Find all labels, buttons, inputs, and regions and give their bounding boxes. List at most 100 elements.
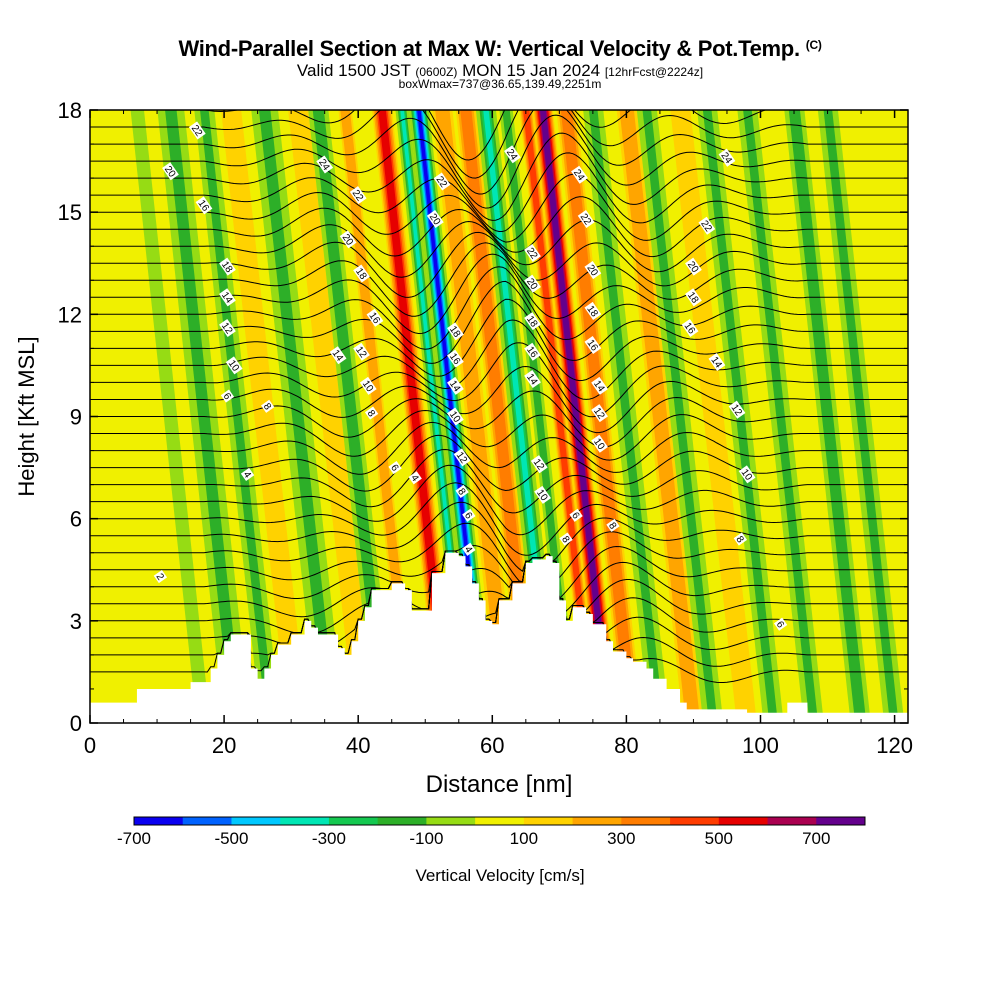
theta-contour-line: [90, 550, 908, 634]
colorbar-swatch: [523, 817, 574, 825]
contour-label: 16: [524, 342, 541, 361]
contour-label: 10: [225, 356, 243, 375]
colorbar-swatch: [767, 817, 817, 825]
contour-label-bg: [559, 532, 573, 546]
contour-label: 14: [524, 370, 541, 389]
contour-label-bg: [591, 376, 608, 395]
theta-contour-line: [90, 522, 908, 583]
colorbar-swatch: [231, 817, 281, 825]
contour-label-bg: [366, 308, 384, 327]
velocity-band: [588, 110, 664, 723]
velocity-band: [438, 110, 514, 723]
contour-label: 22: [524, 244, 541, 263]
contour-label-bg: [685, 257, 702, 276]
y-tick-label: 6: [70, 507, 82, 532]
contour-label: 20: [685, 257, 702, 276]
contour-label-bg: [353, 264, 370, 283]
contour-label: 8: [559, 532, 573, 546]
x-axis-label: Distance [nm]: [426, 771, 573, 798]
contour-label-text: 8: [261, 401, 273, 412]
contour-label: 6: [388, 461, 402, 475]
contour-label: 18: [219, 257, 236, 276]
contour-label: 16: [366, 308, 384, 327]
x-tick-label: 40: [346, 733, 370, 758]
colorbar-tick-label: -500: [214, 829, 248, 848]
velocity-band: [314, 110, 389, 723]
contour-label-bg: [364, 406, 379, 420]
contour-label-bg: [681, 318, 699, 337]
contour-label-text: 8: [606, 521, 618, 532]
contour-label-bg: [316, 155, 334, 174]
contour-label: 14: [219, 288, 236, 307]
contour-label-bg: [225, 356, 243, 375]
contour-label: 22: [189, 121, 206, 140]
contour-label-bg: [447, 407, 464, 426]
theta-contour-line: [90, 464, 908, 536]
contour-label-bg: [584, 301, 602, 320]
contour-label: 24: [571, 165, 588, 184]
contour-label-bg: [447, 322, 464, 341]
colorbar-frame: [133, 816, 866, 826]
contour-label-bg: [329, 346, 347, 365]
y-tick-label: 0: [70, 711, 82, 736]
contour-label-text: 4: [408, 473, 420, 484]
contour-label-bg: [455, 484, 469, 498]
x-tick-label: 100: [742, 733, 779, 758]
theta-contour-line: [90, 196, 908, 258]
theta-contour-line: [90, 421, 908, 475]
valid-date: MON 15 Jan 2024: [462, 61, 601, 80]
contour-label: 18: [584, 301, 602, 320]
colorbar-tick-label: 300: [607, 829, 635, 848]
contour-label-bg: [534, 485, 551, 504]
colorbar-tick-label: 700: [802, 829, 830, 848]
contour-label-bg: [220, 389, 235, 403]
contour-label-text: 4: [241, 470, 253, 481]
contour-label-bg: [698, 216, 716, 235]
contour-label: 10: [591, 434, 608, 453]
theta-contour-line: [90, 319, 908, 400]
contour-label-bg: [153, 570, 168, 584]
contour-label-bg: [718, 148, 736, 167]
contour-label-bg: [240, 467, 255, 481]
colorbar-swatch: [816, 817, 866, 825]
theta-contour-line: [90, 110, 908, 179]
colorbar-swatch: [670, 817, 720, 825]
contour-label: 12: [353, 342, 370, 361]
contour-label-bg: [219, 318, 236, 337]
colorbar-swatch: [572, 817, 622, 825]
contour-label-bg: [433, 172, 451, 191]
theta-contour-line: [90, 501, 908, 573]
contour-label: 24: [316, 155, 334, 174]
contour-label-bg: [195, 196, 213, 215]
contour-label: 10: [534, 485, 551, 504]
theta-contour-line: [90, 266, 908, 350]
axes: 0 20 40 60 80 100 120 0 3 6 9 12 15 18 Distance [nm] He…: [14, 98, 913, 798]
theta-contour-line: [90, 448, 908, 514]
contour-label-bg: [524, 370, 541, 389]
contour-label-bg: [219, 257, 236, 276]
contour-label: 16: [447, 349, 464, 368]
chart-title: Wind-Parallel Section at Max W: Vertical…: [0, 36, 1000, 62]
theta-contour-line: [90, 110, 908, 161]
contour-label-bg: [504, 145, 521, 164]
contour-label-text: 8: [733, 534, 745, 545]
x-tick-label: 120: [876, 733, 913, 758]
colorbar-swatch: [182, 817, 232, 825]
contour-label-bg: [447, 376, 464, 395]
contour-label-bg: [524, 312, 541, 331]
colorbar-swatch: [328, 817, 379, 825]
contour-label-text: 6: [388, 463, 400, 474]
contour-label: 6: [569, 508, 583, 522]
colorbar-label: Vertical Velocity [cm/s]: [415, 866, 584, 885]
theta-contour-line: [90, 114, 908, 209]
colorbar-tick-label: 100: [510, 829, 538, 848]
contour-label-bg: [530, 455, 548, 474]
contour-label-bg: [261, 399, 275, 413]
velocity-band: [379, 110, 451, 723]
contour-label: 20: [427, 209, 444, 228]
velocity-band: [642, 110, 718, 723]
velocity-band: [743, 110, 819, 723]
contour-label: 14: [708, 352, 726, 372]
theta-contour-line: [90, 482, 908, 556]
x-tick-label: 60: [480, 733, 504, 758]
